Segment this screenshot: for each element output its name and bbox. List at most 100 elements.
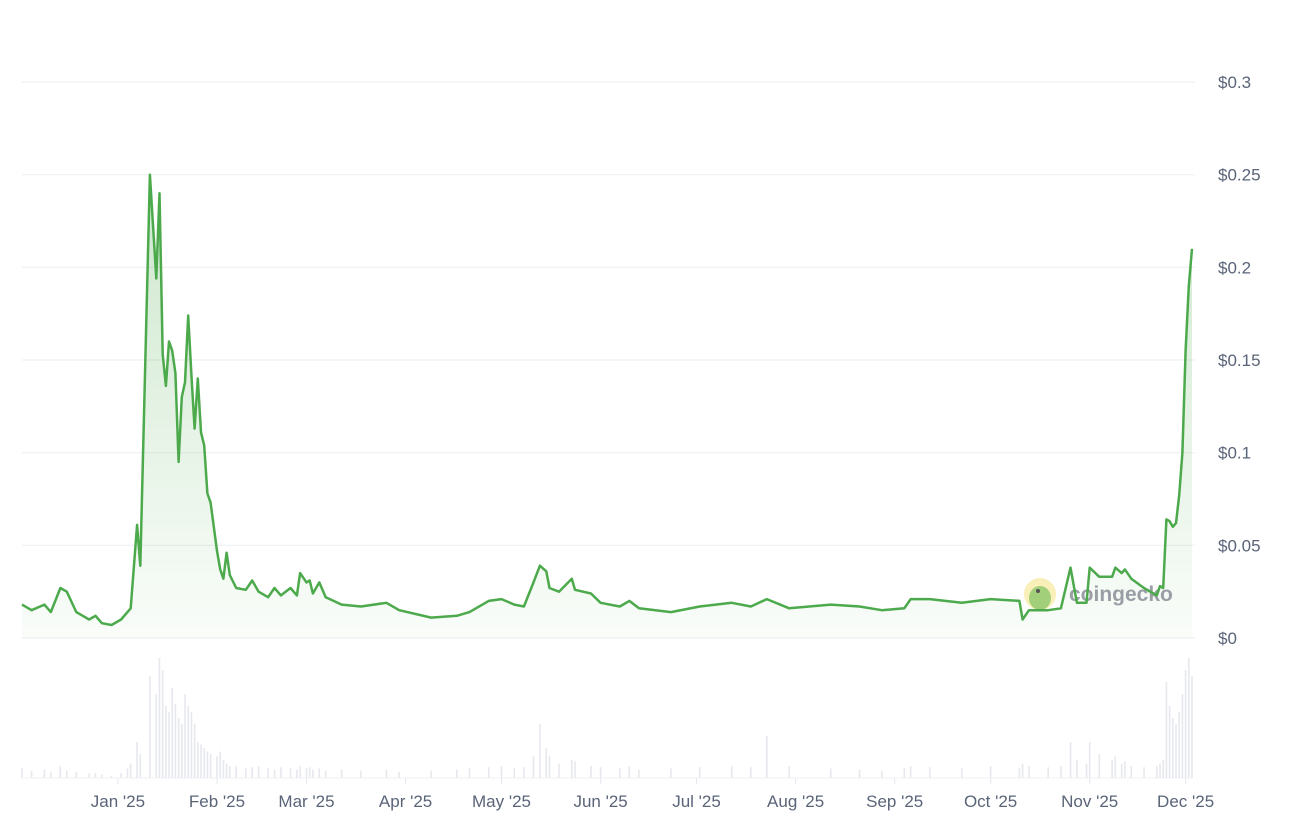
volume-bar — [1191, 676, 1193, 778]
volume-bar — [149, 676, 151, 778]
volume-bar — [197, 742, 199, 778]
volume-bar — [225, 763, 228, 778]
volume-bar — [1018, 768, 1021, 778]
volume-bar — [340, 769, 343, 778]
volume-bar — [558, 763, 560, 778]
volume-bar — [305, 768, 308, 778]
volume-bar — [618, 768, 621, 778]
volume-bar — [155, 694, 158, 778]
y-tick-label: $0.05 — [1218, 536, 1261, 555]
volume-bar — [574, 761, 576, 778]
volume-bar — [193, 724, 196, 778]
volume-bar — [289, 768, 292, 778]
volume-bar — [1130, 766, 1133, 778]
gecko-icon — [1029, 586, 1051, 610]
volume-bar — [88, 773, 90, 778]
volume-bar — [539, 724, 541, 778]
volume-bar — [881, 770, 883, 778]
volume-bar — [590, 766, 592, 778]
y-tick-label: $0.2 — [1218, 258, 1251, 277]
volume-bar — [903, 768, 906, 778]
volume-bar — [1021, 763, 1024, 778]
x-tick-label: Sep '25 — [866, 792, 923, 811]
volume-bar — [1088, 742, 1091, 778]
volume-bar — [1114, 756, 1117, 778]
volume-bar — [126, 768, 129, 778]
volume-bar — [513, 768, 516, 778]
volume-bar — [670, 768, 672, 778]
volume-bar — [1188, 658, 1190, 778]
volume-bar — [929, 767, 931, 778]
volume-bar — [308, 767, 311, 778]
volume-bar — [1120, 763, 1123, 778]
y-tick-label: $0.1 — [1218, 444, 1251, 463]
volume-bar — [165, 706, 167, 778]
volume-bar — [1076, 760, 1078, 778]
volume-bar — [1178, 712, 1181, 778]
volume-bar — [43, 769, 46, 778]
volume-bar — [1060, 766, 1062, 778]
gecko-eye-icon — [1036, 589, 1040, 593]
volume-bar — [455, 769, 458, 778]
volume-bar — [203, 748, 206, 778]
volume-bar — [500, 766, 503, 778]
volume-bar — [909, 766, 912, 778]
volume-bar — [209, 754, 212, 778]
volume-bar — [1111, 760, 1113, 778]
volume-bar — [638, 769, 640, 778]
y-axis: $0 $0.05 $0.1 $0.15 $0.2 $0.25 $0.3 — [1218, 73, 1261, 648]
x-axis: Jan '25 Feb '25 Mar '25 Apr '25 May '25 Jun '… — [22, 777, 1214, 811]
volume-bar — [961, 768, 963, 778]
volume-bar — [532, 756, 535, 778]
volume-bar — [235, 766, 237, 778]
x-tick-label: Feb '25 — [189, 792, 245, 811]
volume-bar — [139, 754, 142, 778]
x-tick-label: Dec '25 — [1157, 792, 1214, 811]
volume-bar — [398, 772, 401, 778]
volume-bar — [1175, 724, 1177, 778]
volume-bar — [1184, 670, 1187, 778]
volume-bar — [989, 766, 992, 778]
volume-bar — [1159, 763, 1161, 778]
volume-bar — [487, 767, 490, 778]
volume-bar — [228, 766, 231, 778]
volume-bar — [1098, 754, 1101, 778]
volume-bar — [136, 742, 138, 778]
x-tick-label: Jul '25 — [672, 792, 721, 811]
volume-bar — [216, 756, 218, 778]
volume-bar — [171, 688, 174, 778]
volume-bar — [730, 766, 733, 778]
x-tick-label: Mar '25 — [278, 792, 334, 811]
volume-bar — [251, 767, 253, 778]
volume-bar — [299, 766, 301, 778]
volume-bar — [1156, 766, 1158, 778]
x-tick-label: Oct '25 — [964, 792, 1017, 811]
volume-bar — [21, 768, 23, 778]
volume-bars — [21, 658, 1193, 778]
volume-bar — [120, 773, 122, 778]
y-tick-label: $0 — [1218, 629, 1237, 648]
volume-bar — [548, 756, 551, 778]
y-tick-label: $0.25 — [1218, 166, 1261, 185]
volume-bar — [766, 736, 768, 778]
volume-bar — [788, 766, 791, 778]
x-tick-label: Nov '25 — [1061, 792, 1118, 811]
volume-bar — [1181, 694, 1184, 778]
volume-bar — [206, 751, 209, 778]
volume-bar — [312, 769, 314, 778]
volume-bar — [1124, 761, 1126, 778]
volume-bar — [94, 773, 97, 778]
volume-bar — [750, 767, 752, 778]
volume-bar — [219, 751, 221, 778]
volume-bar — [1143, 767, 1145, 778]
volume-bar — [1165, 682, 1168, 778]
volume-bar — [698, 767, 701, 778]
volume-bar — [129, 763, 132, 778]
volume-bar — [858, 769, 861, 778]
volume-bar — [110, 775, 113, 778]
volume-bar — [468, 768, 471, 778]
volume-bar — [161, 670, 164, 778]
volume-bar — [1085, 763, 1088, 778]
price-line — [21, 173, 1194, 627]
